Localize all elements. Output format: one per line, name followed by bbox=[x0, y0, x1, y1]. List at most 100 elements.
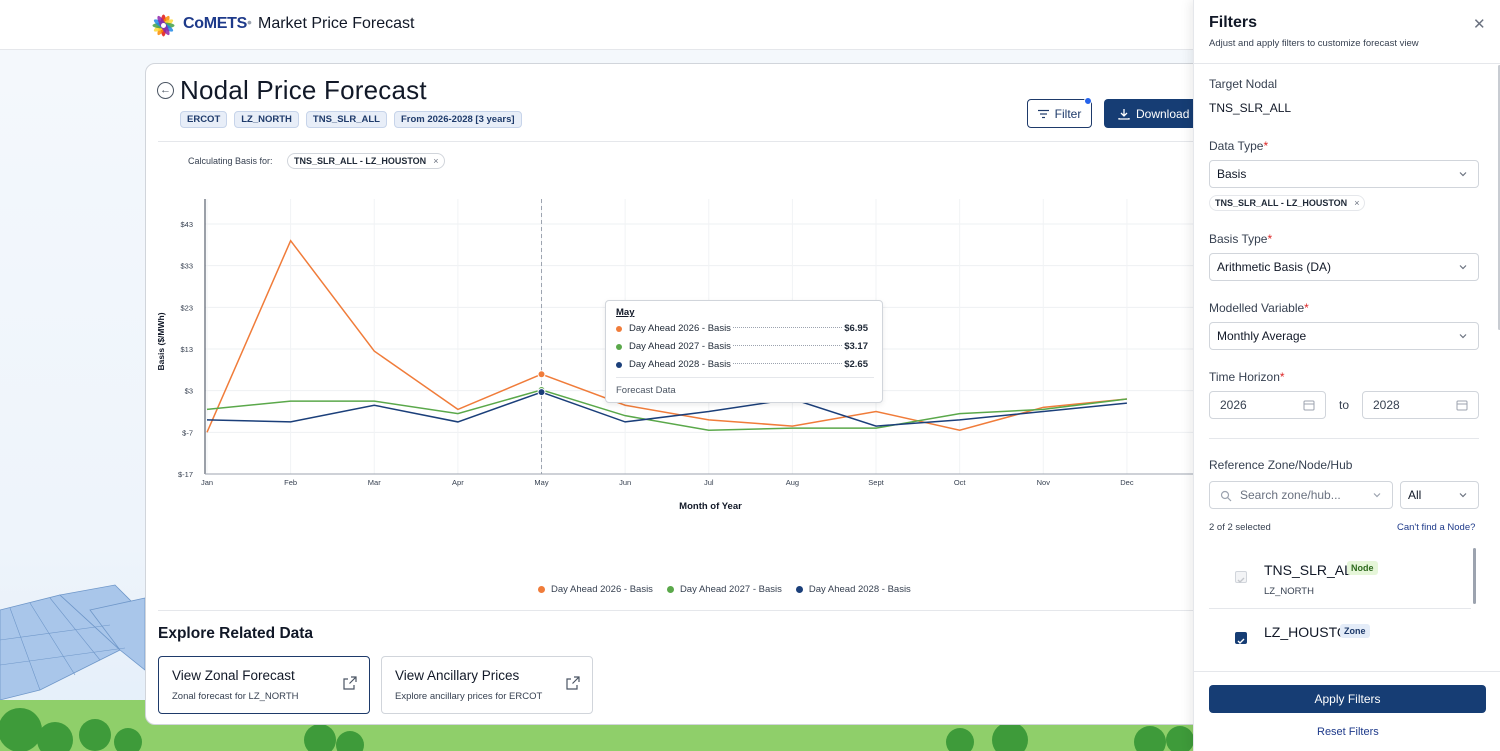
legend-item-2027[interactable]: Day Ahead 2027 - Basis bbox=[666, 584, 782, 595]
tooltip-row: Day Ahead 2027 - Basis $3.17 bbox=[616, 341, 868, 352]
brand-name: CoMETS bbox=[183, 15, 247, 32]
download-button[interactable]: Download D bbox=[1104, 99, 1204, 128]
y-tick-label: $-7 bbox=[182, 428, 193, 437]
reference-search-input[interactable]: Search zone/hub... bbox=[1209, 481, 1393, 509]
related-card-subtitle: Zonal forecast for LZ_NORTH bbox=[172, 691, 299, 702]
node-type-badge: Node bbox=[1347, 561, 1378, 575]
series-line-2 bbox=[206, 389, 1128, 432]
selected-count: 2 of 2 selected bbox=[1209, 522, 1271, 533]
remove-chip-icon[interactable]: × bbox=[1354, 198, 1360, 208]
search-icon bbox=[1220, 490, 1232, 502]
view-zonal-forecast-card[interactable]: View Zonal Forecast Zonal forecast for L… bbox=[158, 656, 370, 714]
node-name: LZ_HOUSTON bbox=[1264, 624, 1358, 640]
tooltip-row: Day Ahead 2026 - Basis $6.95 bbox=[616, 323, 868, 334]
divider bbox=[158, 610, 1194, 611]
reference-node-list: TNS_SLR_ALL Node LZ_NORTH LZ_HOUSTON Zon… bbox=[1209, 548, 1479, 646]
reference-type-select[interactable]: All bbox=[1400, 481, 1479, 509]
reference-type-value: All bbox=[1408, 488, 1422, 502]
view-ancillary-prices-card[interactable]: View Ancillary Prices Explore ancillary … bbox=[381, 656, 593, 714]
divider bbox=[1209, 608, 1471, 609]
check-icon bbox=[1237, 577, 1245, 583]
list-item[interactable]: TNS_SLR_ALL Node LZ_NORTH bbox=[1209, 548, 1471, 608]
data-type-label-text: Data Type bbox=[1209, 139, 1264, 153]
legend-item-2026[interactable]: Day Ahead 2026 - Basis bbox=[538, 584, 653, 595]
related-card-title: View Ancillary Prices bbox=[395, 668, 520, 683]
horizon-start-input[interactable]: 2026 bbox=[1209, 391, 1326, 419]
context-tags: ERCOT LZ_NORTH TNS_SLR_ALL From 2026-202… bbox=[180, 111, 522, 128]
reset-filters-link[interactable]: Reset Filters bbox=[1317, 726, 1379, 738]
x-tick-label: Oct bbox=[954, 478, 967, 487]
target-nodal-value: TNS_SLR_ALL bbox=[1209, 101, 1292, 115]
tooltip-divider bbox=[616, 377, 874, 378]
tooltip-leader bbox=[732, 344, 843, 346]
y-tick-label: $23 bbox=[180, 303, 193, 312]
tooltip-row-value: $3.17 bbox=[844, 341, 868, 352]
series-line-1 bbox=[206, 239, 1127, 433]
basis-type-label: Basis Type* bbox=[1209, 232, 1272, 246]
y-axis-label: Basis ($/MWh) bbox=[156, 312, 166, 370]
tooltip-row-value: $2.65 bbox=[844, 359, 868, 370]
basis-type-select[interactable]: Arithmetic Basis (DA) bbox=[1209, 253, 1479, 281]
panel-subtitle: Adjust and apply filters to customize fo… bbox=[1209, 38, 1419, 49]
tooltip-footer: Forecast Data bbox=[616, 385, 676, 396]
tooltip-leader bbox=[732, 326, 843, 328]
legend-label: Day Ahead 2028 - Basis bbox=[808, 584, 911, 595]
panel-title: Filters bbox=[1209, 14, 1258, 31]
data-type-label: Data Type* bbox=[1209, 139, 1268, 153]
filter-button-label: Filter bbox=[1054, 106, 1082, 121]
divider bbox=[158, 141, 1194, 142]
basis-pair-chip-label: TNS_SLR_ALL - LZ_HOUSTON bbox=[294, 156, 427, 166]
tooltip-row-value: $6.95 bbox=[844, 323, 868, 334]
node-checkbox[interactable] bbox=[1235, 571, 1247, 583]
legend-marker bbox=[666, 586, 674, 593]
x-tick-label: Dec bbox=[1120, 478, 1134, 487]
modelled-variable-label-text: Modelled Variable bbox=[1209, 301, 1305, 315]
tooltip-row-label: Day Ahead 2026 - Basis bbox=[629, 323, 731, 334]
legend-item-2028[interactable]: Day Ahead 2028 - Basis bbox=[795, 584, 911, 595]
page-title: Nodal Price Forecast bbox=[180, 75, 427, 105]
basis-pair-chip: TNS_SLR_ALL - LZ_HOUSTON × bbox=[1209, 195, 1366, 211]
node-type-badge: Zone bbox=[1340, 624, 1370, 638]
data-type-select[interactable]: Basis bbox=[1209, 160, 1479, 188]
horizon-to-label: to bbox=[1339, 398, 1350, 412]
remove-chip-icon[interactable]: × bbox=[433, 156, 439, 166]
basis-label: Calculating Basis for: bbox=[188, 156, 273, 166]
target-nodal-label: Target Nodal bbox=[1209, 77, 1278, 91]
node-checkbox[interactable] bbox=[1235, 632, 1247, 644]
filter-button[interactable]: Filter bbox=[1027, 99, 1092, 128]
x-axis-label: Month of Year bbox=[679, 501, 742, 512]
y-tick-label: $33 bbox=[180, 262, 193, 271]
basis-type-label-text: Basis Type bbox=[1209, 232, 1268, 246]
legend-marker bbox=[538, 586, 545, 593]
node-list-scrollbar[interactable] bbox=[1473, 548, 1476, 604]
horizon-end-input[interactable]: 2028 bbox=[1362, 391, 1479, 419]
tooltip-marker bbox=[616, 361, 622, 368]
x-tick-label: Jan bbox=[201, 478, 213, 487]
back-arrow-icon[interactable]: ← bbox=[157, 82, 174, 99]
modelled-variable-select[interactable]: Monthly Average bbox=[1209, 322, 1479, 350]
tooltip-row-label: Day Ahead 2027 - Basis bbox=[629, 341, 731, 352]
cant-find-node-link[interactable]: Can't find a Node? bbox=[1397, 522, 1476, 533]
time-horizon-label: Time Horizon* bbox=[1209, 370, 1285, 384]
required-mark: * bbox=[1267, 232, 1273, 246]
horizon-end-value: 2028 bbox=[1373, 398, 1400, 412]
list-item[interactable]: LZ_HOUSTON Zone bbox=[1209, 609, 1471, 646]
required-mark: * bbox=[1304, 301, 1309, 315]
y-tick-label: $3 bbox=[185, 387, 193, 396]
time-horizon-label-text: Time Horizon bbox=[1209, 370, 1280, 384]
basis-pair-chip-label: TNS_SLR_ALL - LZ_HOUSTON bbox=[1215, 198, 1348, 208]
download-button-label: Download D bbox=[1136, 106, 1202, 121]
apply-filters-button[interactable]: Apply Filters bbox=[1209, 685, 1486, 713]
related-data-heading: Explore Related Data bbox=[158, 625, 314, 642]
nodal-forecast-card: ← Nodal Price Forecast ERCOT LZ_NORTH TN… bbox=[145, 63, 1205, 725]
close-icon[interactable]: ✕ bbox=[1473, 16, 1486, 33]
chevron-down-icon bbox=[1459, 265, 1467, 270]
external-link-icon bbox=[566, 676, 580, 690]
panel-scrollbar[interactable] bbox=[1498, 65, 1500, 330]
divider bbox=[1194, 63, 1500, 64]
horizon-start-value: 2026 bbox=[1220, 398, 1247, 412]
filters-panel: Filters Adjust and apply filters to cust… bbox=[1193, 0, 1500, 751]
modelled-variable-value: Monthly Average bbox=[1217, 329, 1307, 343]
chevron-down-icon bbox=[1459, 334, 1467, 339]
tooltip-title: May bbox=[616, 307, 635, 318]
